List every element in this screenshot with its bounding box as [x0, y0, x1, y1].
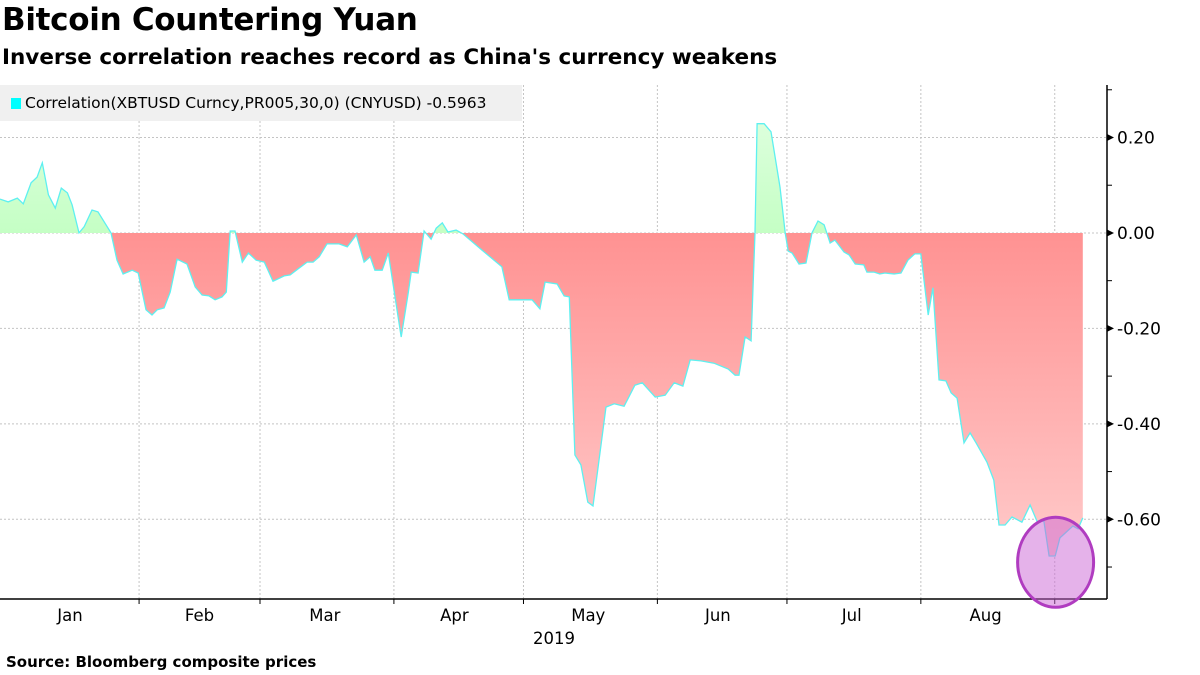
y-tick-label: -0.20 [1117, 319, 1161, 339]
x-tick-label: Mar [309, 606, 340, 625]
highlight-circle [1016, 515, 1096, 609]
y-tick-mark [1107, 133, 1114, 141]
y-tick-label: 0.00 [1117, 224, 1155, 244]
chart-subtitle: Inverse correlation reaches record as Ch… [2, 45, 778, 70]
chart-title: Bitcoin Countering Yuan [2, 2, 418, 38]
y-tick-label: 0.20 [1117, 128, 1155, 148]
y-tick-label: -0.40 [1117, 415, 1161, 435]
x-tick-label: Apr [440, 606, 469, 625]
x-tick-label: Jul [841, 606, 862, 625]
annotations [1016, 515, 1096, 609]
x-tick-label: Feb [185, 606, 214, 625]
y-tick-label: -0.60 [1117, 510, 1161, 530]
legend-label: Correlation(XBTUSD Curncy,PR005,30,0) (C… [25, 94, 487, 112]
y-tick-mark [1107, 324, 1114, 332]
x-tick-label: Aug [970, 606, 1002, 625]
x-tick-label: Jun [704, 606, 731, 625]
positive-area [0, 123, 827, 233]
x-tick-label: Jan [56, 606, 82, 625]
x-axis-year-label: 2019 [533, 629, 575, 648]
axes: 0.20 0.00 -0.20 -0.40 -0.60 Jan Feb Mar Apr May Ju… [0, 85, 1161, 648]
y-tick-mark [1107, 229, 1114, 237]
legend: Correlation(XBTUSD Curncy,PR005,30,0) (C… [0, 85, 522, 121]
correlation-line [0, 123, 1084, 557]
legend-swatch [11, 97, 21, 109]
area-fills [0, 123, 1083, 556]
y-tick-mark [1107, 420, 1114, 428]
x-tick-label: May [571, 606, 605, 625]
y-tick-mark [1107, 515, 1114, 523]
source-note: Source: Bloomberg composite prices [6, 653, 317, 671]
negative-area [0, 232, 1083, 556]
series-lines [0, 123, 1084, 557]
